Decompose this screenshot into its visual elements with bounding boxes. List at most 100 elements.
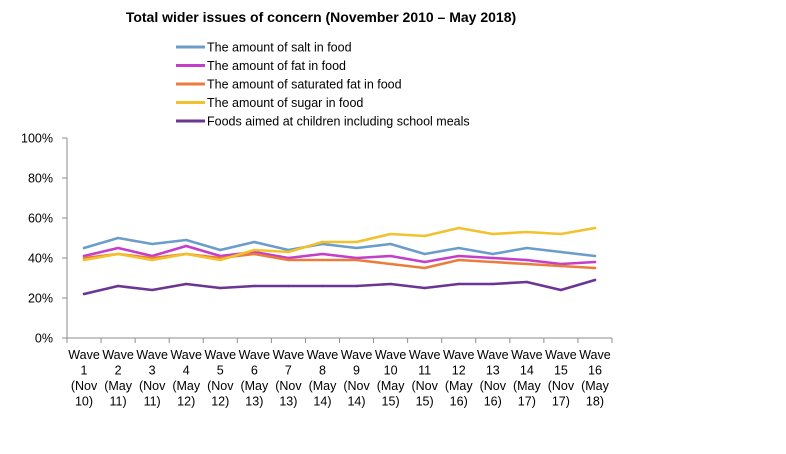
x-tick-label: Wave [136, 348, 168, 362]
x-tick-label: Wave [205, 348, 237, 362]
series-5-point [321, 284, 324, 288]
series-line-2 [82, 244, 597, 266]
series-2-point [491, 256, 494, 260]
x-tick-label: (May [513, 379, 542, 393]
series-1-point [593, 254, 597, 258]
series-1-point [355, 246, 358, 250]
x-tick-label: Wave [511, 348, 543, 362]
series-5-point [389, 282, 392, 286]
series-3-point [389, 262, 392, 266]
series-1-point [116, 236, 120, 240]
series-2-point [593, 260, 597, 264]
x-tick-label: 10) [75, 395, 93, 409]
x-tick-label: 12) [177, 395, 195, 409]
x-tick-label: 14) [347, 395, 365, 409]
x-tick-label: (Nov [275, 379, 302, 393]
x-tick-label: 12) [211, 395, 229, 409]
series-4-point [355, 240, 358, 244]
x-tick-label: 11) [144, 395, 161, 409]
series-4-point [321, 240, 324, 244]
series-3-point [355, 258, 358, 262]
series-5-point [253, 284, 256, 288]
x-tick-label: (May [581, 379, 610, 393]
x-tick-label: Wave [273, 348, 305, 362]
x-tick-label: 8 [319, 364, 326, 378]
series-2-point [525, 258, 529, 262]
x-tick-label: (Nov [207, 379, 234, 393]
x-tick-label: 17) [552, 395, 570, 409]
x-tick-label: Wave [477, 348, 509, 362]
x-tick-label: Wave [239, 348, 271, 362]
legend-label-1: The amount of salt in food [207, 41, 352, 55]
series-5-point [82, 292, 86, 296]
series-4-point [559, 232, 563, 236]
x-tick-label: (Nov [480, 379, 507, 393]
x-tick-label: 7 [285, 364, 292, 378]
series-line-1 [82, 236, 597, 258]
series-4-point [82, 258, 86, 262]
x-tick-label: Wave [443, 348, 475, 362]
x-tick-label: (May [172, 379, 201, 393]
x-tick-label: (May [377, 379, 406, 393]
x-tick-label: 14) [313, 395, 331, 409]
x-tick-label: 16) [450, 395, 468, 409]
series-4-point [593, 226, 597, 230]
x-tick-label: 13) [245, 395, 263, 409]
x-tick-label: 15) [382, 395, 400, 409]
series-3-point [559, 264, 563, 268]
x-tick-label: (Nov [139, 379, 166, 393]
series-5-point [593, 278, 597, 282]
series-1-point [253, 240, 256, 244]
chart-title: Total wider issues of concern (November … [126, 9, 516, 25]
series-line-5 [82, 278, 597, 296]
x-tick-label: 11 [418, 364, 431, 378]
x-tick-label: Wave [579, 348, 611, 362]
x-tick-label: 18) [586, 395, 604, 409]
x-tick-label: 12 [452, 364, 466, 378]
y-tick-label: 100% [21, 132, 53, 146]
series-4-point [423, 234, 426, 238]
x-tick-label: 16 [588, 364, 602, 378]
x-tick-label: (May [240, 379, 269, 393]
x-tick-label: Wave [68, 348, 100, 362]
x-tick-label: 4 [183, 364, 190, 378]
legend-label-3: The amount of saturated fat in food [207, 78, 402, 92]
series-4-point [457, 226, 460, 230]
x-tick-label: 5 [217, 364, 224, 378]
x-tick-label: Wave [102, 348, 134, 362]
series-line-4 [82, 226, 597, 262]
series-2-point [321, 252, 324, 256]
x-tick-label: 13) [279, 395, 297, 409]
legend-label-5: Foods aimed at children including school… [207, 115, 470, 129]
series-3-point [525, 262, 529, 266]
series-1-point [389, 242, 392, 246]
x-tick-label: 14 [520, 364, 534, 378]
x-tick-label: 11) [110, 395, 127, 409]
series-2-point [219, 254, 222, 258]
series-4-point [150, 258, 154, 262]
x-tick-label: 15 [554, 364, 568, 378]
series-1-point [82, 246, 86, 250]
series-4-point [185, 252, 188, 256]
series-2-point [457, 254, 460, 258]
legend-label-2: The amount of fat in food [207, 59, 346, 73]
series-3-point [457, 258, 460, 262]
axes: 0% 20% 40% 60% 80% 100% [21, 132, 613, 346]
x-tick-label: 15) [416, 395, 434, 409]
y-tick-label: 80% [28, 172, 53, 186]
series-5-point [559, 288, 563, 292]
series-4-point [287, 250, 290, 254]
x-tick-label: Wave [170, 348, 202, 362]
y-tick-label: 60% [28, 212, 53, 226]
legend: The amount of salt in food The amount of … [176, 41, 470, 129]
series-1-point [525, 246, 529, 250]
x-tick-label: Wave [545, 348, 577, 362]
x-tick-label: (May [309, 379, 338, 393]
x-tick-label: 6 [251, 364, 258, 378]
series-4-point [525, 230, 529, 234]
x-tick-label: 16) [484, 395, 502, 409]
x-tick-label: 17) [518, 395, 536, 409]
series-2-point [82, 254, 86, 258]
x-tick-label: 2 [115, 364, 122, 378]
series-3-point [321, 258, 324, 262]
